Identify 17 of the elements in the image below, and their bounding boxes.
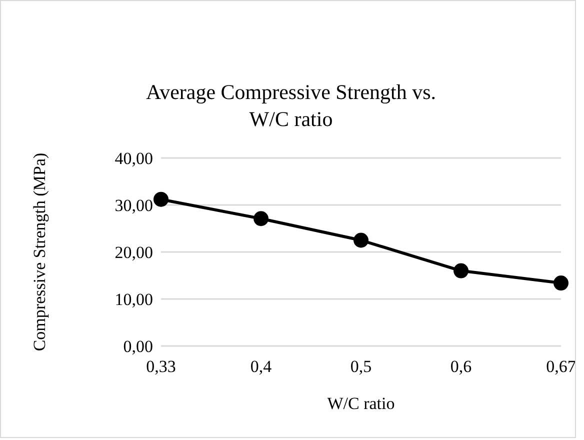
x-tick-label: 0,33 (146, 357, 176, 376)
chart-title: Average Compressive Strength vs. W/C ratio (144, 79, 438, 133)
y-tick-label: 20,00 (114, 243, 153, 262)
y-axis-title: Compressive Strength (MPa) (30, 152, 50, 352)
y-tick-label: 0,00 (123, 337, 153, 356)
y-tick-label: 10,00 (114, 290, 153, 310)
x-tick-label: 0,4 (250, 357, 272, 376)
point (354, 232, 368, 248)
x-axis-title: W/C ratio (327, 394, 395, 413)
y-tick-label: 30,00 (114, 196, 153, 216)
x-tick-label: 0,6 (450, 357, 472, 376)
point (154, 192, 168, 207)
x-tick-label: 0,5 (350, 357, 372, 376)
point (454, 263, 468, 278)
point (554, 276, 568, 291)
y-tick-label: 40,00 (114, 149, 153, 168)
point (254, 211, 268, 226)
